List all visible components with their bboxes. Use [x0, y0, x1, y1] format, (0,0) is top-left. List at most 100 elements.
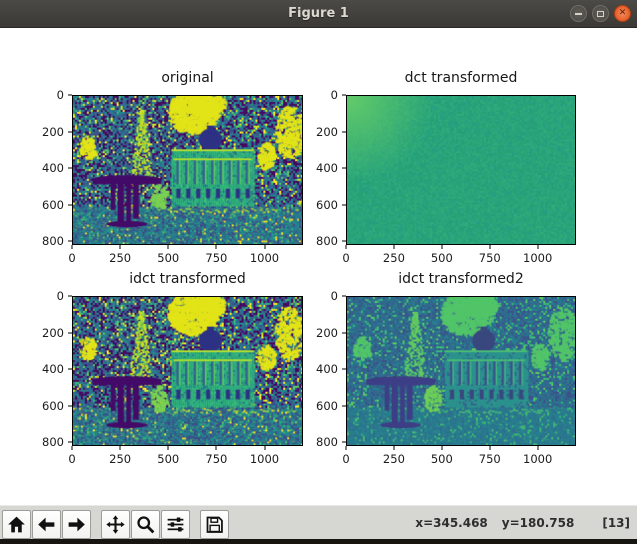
- x-tick-mark: [215, 446, 217, 450]
- y-tick-mark: [68, 167, 72, 169]
- y-tick-mark: [342, 405, 346, 407]
- axes-original: [72, 95, 303, 245]
- window-controls: ✕: [570, 5, 631, 22]
- maximize-icon: [597, 10, 604, 17]
- x-tick-label: 750: [205, 452, 228, 466]
- y-tick-label: 800: [42, 234, 64, 249]
- y-tick-mark: [342, 131, 346, 133]
- x-tick-mark: [537, 245, 539, 249]
- x-tick-mark: [264, 245, 265, 249]
- y-tick-mark: [68, 332, 72, 334]
- y-tick-label: 800: [316, 435, 338, 450]
- y-tick-mark: [342, 204, 346, 206]
- x-tick-mark: [345, 245, 347, 249]
- y-tick-label: 800: [316, 234, 338, 249]
- y-tick-label: 600: [316, 398, 338, 413]
- y-tick-mark: [68, 94, 72, 96]
- x-tick-label: 750: [478, 452, 501, 466]
- y-tick-mark: [68, 405, 72, 407]
- y-tick-mark: [68, 441, 72, 443]
- y-tick-label: 0: [330, 289, 338, 303]
- back-button[interactable]: [32, 510, 61, 539]
- x-tick-mark: [71, 245, 73, 249]
- x-tick-label: 1000: [249, 251, 280, 265]
- x-tick-mark: [167, 446, 169, 450]
- x-tick-mark: [441, 245, 443, 249]
- status-x-coordinate: x=345.468: [415, 515, 488, 530]
- subplot-dct-transformed: dct transformed 0 200 400 600 800 0 250 500 750 1…: [316, 70, 576, 265]
- x-tick-mark: [393, 446, 395, 450]
- y-tick-mark: [68, 131, 72, 133]
- minimize-icon: [575, 12, 582, 15]
- save-button[interactable]: [200, 510, 229, 539]
- y-tick-label: 200: [42, 325, 64, 340]
- plot-image-idct-transformed[interactable]: [73, 297, 302, 445]
- y-tick-mark: [68, 368, 72, 370]
- home-button[interactable]: [2, 510, 31, 539]
- y-tick-label: 400: [316, 362, 338, 377]
- sliders-icon: [167, 517, 184, 532]
- y-tick-mark: [68, 204, 72, 206]
- pan-move-icon: [106, 515, 125, 534]
- minimize-button[interactable]: [570, 5, 587, 22]
- forward-button[interactable]: [62, 510, 91, 539]
- y-tick-mark: [342, 94, 346, 96]
- configure-subplots-button[interactable]: [161, 510, 190, 539]
- x-tick-label: 0: [342, 452, 350, 466]
- x-tick-label: 500: [430, 452, 453, 466]
- x-tick-mark: [345, 446, 347, 450]
- plot-title: idct transformed2: [398, 271, 524, 287]
- close-icon: ✕: [618, 8, 627, 18]
- y-tick-label: 200: [42, 124, 64, 139]
- y-tick-mark: [342, 368, 346, 370]
- axes-idct-transformed2: [346, 296, 576, 446]
- plot-image-dct-transformed[interactable]: [347, 96, 575, 244]
- window-bottom-edge: [0, 539, 637, 544]
- maximize-button[interactable]: [592, 5, 609, 22]
- x-tick-mark: [71, 446, 73, 450]
- x-tick-label: 1000: [523, 452, 553, 466]
- x-tick-mark: [167, 245, 169, 249]
- x-tick-label: 250: [109, 452, 132, 466]
- x-tick-label: 0: [342, 251, 350, 265]
- x-tick-label: 1000: [249, 452, 280, 466]
- close-button[interactable]: ✕: [614, 5, 631, 22]
- y-tick-label: 400: [42, 362, 64, 377]
- y-tick-label: 0: [330, 88, 338, 102]
- plot-image-idct-transformed2[interactable]: [347, 297, 575, 445]
- plot-image-original[interactable]: [73, 96, 302, 244]
- x-tick-mark: [537, 446, 539, 450]
- y-tick-label: 200: [316, 124, 338, 139]
- y-tick-label: 600: [42, 197, 64, 212]
- subplot-idct-transformed: idct transformed 0 200 400 600 800 0 250 500 750…: [42, 271, 303, 466]
- y-tick-label: 600: [316, 197, 338, 212]
- y-tick-mark: [342, 167, 346, 169]
- pan-button[interactable]: [101, 510, 130, 539]
- zoom-rect-button[interactable]: [131, 510, 160, 539]
- x-tick-label: 250: [109, 251, 132, 265]
- y-tick-mark: [68, 240, 72, 242]
- y-tick-label: 400: [316, 161, 338, 176]
- subplot-original: original 0 200 400 600 800 0 250 500 750 1000: [42, 70, 303, 265]
- axes-dct-transformed: [346, 95, 576, 245]
- y-tick-mark: [68, 295, 72, 297]
- magnifier-icon: [137, 516, 155, 534]
- y-tick-mark: [342, 240, 346, 242]
- y-tick-label: 0: [56, 88, 64, 102]
- x-tick-mark: [489, 245, 491, 249]
- navigation-toolbar: x=345.468 y=180.758 [13]: [0, 505, 637, 539]
- x-tick-mark: [441, 446, 443, 450]
- x-tick-label: 1000: [523, 251, 553, 265]
- x-tick-label: 0: [68, 251, 76, 265]
- arrow-left-icon: [38, 517, 55, 532]
- x-tick-label: 250: [382, 251, 405, 265]
- window-titlebar[interactable]: Figure 1 ✕: [0, 0, 637, 28]
- x-tick-label: 750: [478, 251, 501, 265]
- subplot-idct-transformed2: idct transformed2 0 200 400 600 800 0 250 500 75…: [316, 271, 576, 466]
- axes-idct-transformed: [72, 296, 303, 446]
- home-icon: [8, 516, 25, 533]
- cursor-status: x=345.468 y=180.758 [13]: [415, 506, 637, 539]
- x-tick-label: 250: [382, 452, 405, 466]
- y-tick-mark: [342, 441, 346, 443]
- arrow-right-icon: [68, 517, 85, 532]
